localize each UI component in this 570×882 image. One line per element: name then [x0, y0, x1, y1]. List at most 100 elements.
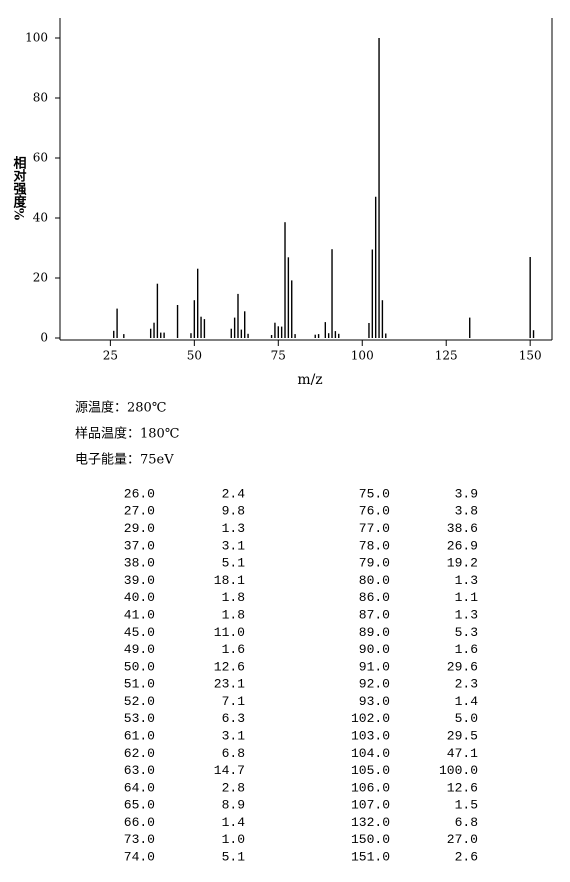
condition: 源温度：280℃ [75, 400, 166, 416]
table-cell: 2.3 [455, 677, 478, 692]
table-cell: 29.0 [124, 521, 155, 536]
table-cell: 47.1 [447, 746, 478, 761]
table-cell: 7.1 [222, 694, 246, 709]
table-cell: 93.0 [359, 694, 390, 709]
table-cell: 91.0 [359, 659, 390, 674]
table-cell: 1.6 [222, 642, 245, 657]
table-cell: 89.0 [359, 625, 390, 640]
table-cell: 1.0 [222, 832, 245, 847]
table-cell: 3.1 [222, 538, 246, 553]
table-cell: 52.0 [124, 694, 155, 709]
table-cell: 2.6 [455, 850, 478, 865]
table-cell: 40.0 [124, 590, 155, 605]
table-cell: 26.9 [447, 538, 478, 553]
table-cell: 19.2 [447, 556, 478, 571]
table-cell: 27.0 [124, 504, 155, 519]
table-cell: 90.0 [359, 642, 390, 657]
table-cell: 14.7 [214, 763, 245, 778]
table-cell: 64.0 [124, 780, 155, 795]
table-cell: 87.0 [359, 607, 390, 622]
condition: 样品温度：180℃ [75, 426, 179, 442]
table-cell: 41.0 [124, 607, 155, 622]
x-tick-label: 150 [519, 349, 542, 363]
table-cell: 1.3 [455, 607, 478, 622]
table-cell: 76.0 [359, 504, 390, 519]
table-cell: 11.0 [214, 625, 245, 640]
y-tick-label: 20 [33, 271, 48, 285]
table-cell: 66.0 [124, 815, 155, 830]
table-cell: 62.0 [124, 746, 155, 761]
table-cell: 38.6 [447, 521, 478, 536]
table-cell: 63.0 [124, 763, 155, 778]
table-cell: 1.8 [222, 607, 245, 622]
table-cell: 1.3 [222, 521, 245, 536]
table-cell: 39.0 [124, 573, 155, 588]
table-cell: 1.1 [455, 590, 479, 605]
x-tick-label: 75 [271, 349, 286, 363]
table-cell: 1.4 [222, 815, 246, 830]
y-axis-label: 相对强度% [11, 155, 27, 221]
table-cell: 3.9 [455, 486, 478, 501]
x-tick-label: 125 [435, 349, 458, 363]
table-cell: 100.0 [439, 763, 478, 778]
table-cell: 1.8 [222, 590, 245, 605]
table-cell: 18.1 [214, 573, 245, 588]
table-cell: 80.0 [359, 573, 390, 588]
table-cell: 12.6 [214, 659, 245, 674]
table-cell: 74.0 [124, 850, 155, 865]
table-cell: 132.0 [351, 815, 390, 830]
table-cell: 65.0 [124, 798, 155, 813]
table-cell: 79.0 [359, 556, 390, 571]
table-cell: 51.0 [124, 677, 155, 692]
condition: 电子能量：75eV [75, 453, 174, 468]
table-cell: 92.0 [359, 677, 390, 692]
table-cell: 105.0 [351, 763, 390, 778]
table-cell: 50.0 [124, 659, 155, 674]
table-cell: 5.0 [455, 711, 478, 726]
table-cell: 9.8 [222, 504, 245, 519]
table-cell: 78.0 [359, 538, 390, 553]
x-tick-label: 25 [103, 349, 118, 363]
table-cell: 73.0 [124, 832, 155, 847]
table-cell: 1.3 [455, 573, 478, 588]
table-cell: 103.0 [351, 728, 390, 743]
table-cell: 1.6 [455, 642, 478, 657]
table-cell: 3.1 [222, 728, 246, 743]
table-cell: 6.3 [222, 711, 245, 726]
table-cell: 102.0 [351, 711, 390, 726]
table-cell: 86.0 [359, 590, 390, 605]
table-cell: 5.1 [222, 556, 246, 571]
y-tick-label: 60 [33, 151, 48, 165]
x-tick-label: 100 [351, 349, 374, 363]
table-cell: 27.0 [447, 832, 478, 847]
table-cell: 23.1 [214, 677, 245, 692]
y-tick-label: 80 [33, 91, 48, 105]
table-cell: 53.0 [124, 711, 155, 726]
table-cell: 5.3 [455, 625, 478, 640]
table-cell: 8.9 [222, 798, 245, 813]
table-cell: 5.1 [222, 850, 246, 865]
table-cell: 45.0 [124, 625, 155, 640]
table-cell: 6.8 [222, 746, 245, 761]
y-tick-label: 40 [33, 211, 48, 225]
table-cell: 29.6 [447, 659, 478, 674]
table-cell: 61.0 [124, 728, 155, 743]
table-cell: 29.5 [447, 728, 478, 743]
table-cell: 38.0 [124, 556, 155, 571]
y-tick-label: 0 [40, 331, 48, 345]
table-cell: 37.0 [124, 538, 155, 553]
table-cell: 6.8 [455, 815, 478, 830]
table-cell: 2.4 [222, 486, 246, 501]
table-cell: 107.0 [351, 798, 390, 813]
table-cell: 49.0 [124, 642, 155, 657]
table-cell: 26.0 [124, 486, 155, 501]
x-axis-label: m/z [297, 372, 322, 388]
y-tick-label: 100 [25, 31, 48, 45]
table-cell: 150.0 [351, 832, 390, 847]
table-cell: 104.0 [351, 746, 390, 761]
table-cell: 151.0 [351, 850, 390, 865]
table-cell: 1.4 [455, 694, 479, 709]
table-cell: 1.5 [455, 798, 478, 813]
table-cell: 2.8 [222, 780, 245, 795]
